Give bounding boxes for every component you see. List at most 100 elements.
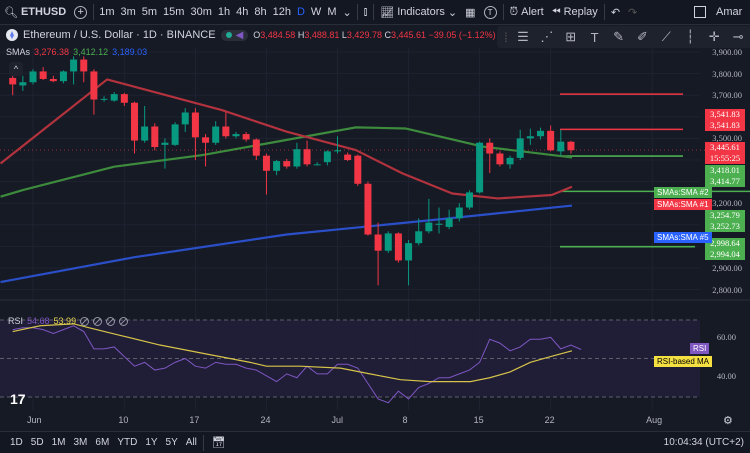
drag-handle-icon[interactable]: ⁞ bbox=[504, 29, 508, 45]
chevron-down-icon[interactable]: ⌄ bbox=[342, 6, 352, 19]
range-3M[interactable]: 3M bbox=[73, 437, 88, 448]
candle-down bbox=[49, 79, 57, 82]
undo-button[interactable]: ↶ bbox=[607, 6, 624, 19]
interval-15m[interactable]: 15m bbox=[163, 6, 185, 18]
candle-down bbox=[496, 153, 504, 165]
brush-icon[interactable]: ✎ bbox=[613, 29, 624, 44]
pen-icon[interactable]: ✐ bbox=[636, 29, 648, 44]
symbol-legend: Ethereum / U.S. Dollar · 1D · BINANCE ◀ … bbox=[6, 29, 496, 41]
fib-box-icon[interactable]: ⊞ bbox=[565, 29, 577, 44]
account-menu[interactable]: Amar bbox=[716, 6, 743, 18]
range-5D[interactable]: 5D bbox=[30, 437, 44, 448]
sma-legend[interactable]: SMAs 3,276.38 3,412.12 3,189.03 bbox=[6, 47, 148, 57]
scroll-up-button[interactable]: ^ bbox=[9, 62, 23, 76]
indicators-icon: 📈︎ bbox=[380, 6, 395, 19]
candle-down bbox=[262, 155, 270, 171]
plus-circle-icon: + bbox=[74, 5, 88, 19]
horizontal-ray-icon[interactable]: ⊸ bbox=[732, 29, 744, 44]
candle-up bbox=[232, 134, 240, 137]
fullscreen-button[interactable] bbox=[690, 6, 710, 18]
rewind-icon: ⏪︎ bbox=[551, 5, 561, 18]
candle-down bbox=[131, 102, 138, 141]
price-tag: 3,254.79 bbox=[705, 210, 745, 221]
chart-type-button[interactable]: ⫾ bbox=[360, 6, 372, 19]
interval-8h[interactable]: 8h bbox=[254, 6, 267, 18]
price-axis-label: 3,900.00 bbox=[712, 47, 742, 57]
time-axis-label: Aug bbox=[646, 415, 663, 425]
candle-down bbox=[151, 126, 159, 148]
hidden-icon bbox=[106, 316, 116, 326]
interval-12h[interactable]: 12h bbox=[272, 6, 291, 18]
candle-down bbox=[202, 137, 210, 143]
indicators-button[interactable]: 📈︎ Indicators ⌄ bbox=[380, 6, 458, 19]
hidden-icon bbox=[93, 316, 103, 326]
range-YTD[interactable]: YTD bbox=[117, 437, 138, 448]
interval-W[interactable]: W bbox=[310, 6, 322, 18]
alert-button[interactable]: ⏰︎ Alert bbox=[509, 5, 544, 19]
candle-up bbox=[110, 94, 118, 101]
candle-up bbox=[476, 142, 484, 193]
time-axis-label: Jun bbox=[27, 415, 42, 425]
range-6M[interactable]: 6M bbox=[95, 437, 110, 448]
candle-down bbox=[252, 139, 260, 156]
range-1D[interactable]: 1D bbox=[10, 437, 23, 448]
price-tag: 3,541.83 bbox=[705, 120, 745, 131]
interval-1m[interactable]: 1m bbox=[99, 6, 115, 18]
clock[interactable]: 10:04:34 (UTC+2) bbox=[663, 437, 744, 448]
candle-down bbox=[394, 233, 402, 261]
candle-up bbox=[161, 142, 169, 145]
range-buttons: 1D 5D 1M 3M 6M YTD 1Y 5Y All bbox=[0, 437, 201, 448]
interval-1h[interactable]: 1h bbox=[217, 6, 231, 18]
candle-up bbox=[70, 59, 78, 72]
interval-3m[interactable]: 3m bbox=[120, 6, 136, 18]
candle-up bbox=[293, 149, 301, 167]
market-status-pill[interactable]: ◀ bbox=[220, 29, 249, 41]
candle-down bbox=[39, 71, 47, 79]
crosshair-icon[interactable]: ✛ bbox=[708, 29, 720, 44]
interval-M[interactable]: M bbox=[327, 6, 337, 18]
rsi-ma-line bbox=[12, 323, 573, 383]
rsi-line bbox=[12, 325, 582, 404]
text-icon[interactable]: T bbox=[590, 29, 599, 45]
candle-up bbox=[445, 218, 453, 227]
calendar-goto-icon[interactable]: 📅︎ bbox=[211, 437, 226, 449]
range-5Y[interactable]: 5Y bbox=[165, 437, 178, 448]
interval-5m[interactable]: 5m bbox=[141, 6, 158, 18]
interval-D[interactable]: D bbox=[296, 6, 305, 18]
price-tag: 3,414.77 bbox=[705, 176, 745, 187]
tradingview-logo-icon[interactable]: 17 bbox=[10, 391, 26, 407]
price-tag: 3,252.73 bbox=[705, 221, 745, 232]
parallel-channel-icon[interactable]: ⋰ bbox=[540, 29, 554, 44]
candle-down bbox=[303, 149, 311, 165]
interval-4h[interactable]: 4h bbox=[236, 6, 249, 18]
templates-button[interactable]: T bbox=[480, 5, 501, 19]
candle-down bbox=[344, 154, 352, 160]
divider bbox=[202, 434, 204, 451]
interval-30m[interactable]: 30m bbox=[190, 6, 212, 18]
rsi-legend[interactable]: RSI 54.68 53.99 bbox=[8, 316, 129, 326]
status-dot-icon bbox=[225, 32, 232, 38]
symbol-title[interactable]: Ethereum / U.S. Dollar · 1D · BINANCE bbox=[23, 29, 216, 41]
layouts-button[interactable]: ▦ bbox=[461, 6, 479, 19]
replay-button[interactable]: ⏪︎ Replay bbox=[551, 5, 598, 19]
settings-icon[interactable]: ⚙ bbox=[723, 415, 733, 427]
redo-button[interactable]: ↷ bbox=[624, 6, 641, 19]
add-symbol-button[interactable]: + bbox=[70, 5, 91, 19]
vertical-line-icon[interactable]: ┆ bbox=[686, 29, 695, 44]
candle-up bbox=[405, 243, 413, 261]
redo-icon: ↷ bbox=[628, 6, 638, 19]
symbol-search[interactable]: 🔍︎ ETHUSD bbox=[4, 6, 67, 19]
range-1Y[interactable]: 1Y bbox=[145, 437, 158, 448]
ethereum-logo-icon bbox=[6, 29, 18, 41]
divider bbox=[502, 4, 504, 20]
range-1M[interactable]: 1M bbox=[51, 437, 66, 448]
range-All[interactable]: All bbox=[185, 437, 197, 448]
chevron-down-icon: ⌄ bbox=[447, 6, 458, 19]
trend-line-icon[interactable]: ⟋ bbox=[661, 29, 671, 44]
bottom-bar: 1D 5D 1M 3M 6M YTD 1Y 5Y All 📅︎ 10:04:34 (UTC+2) bbox=[0, 431, 750, 453]
horizontal-lines-icon[interactable]: ☰ bbox=[517, 29, 529, 44]
time-axis-label: 22 bbox=[544, 415, 555, 425]
drawing-toolbar: ⁞ ☰ ⋰ ⊞ T ✎ ✐ ⟋ ┆ ✛ ⊸ bbox=[497, 26, 750, 48]
candle-up bbox=[273, 161, 281, 171]
